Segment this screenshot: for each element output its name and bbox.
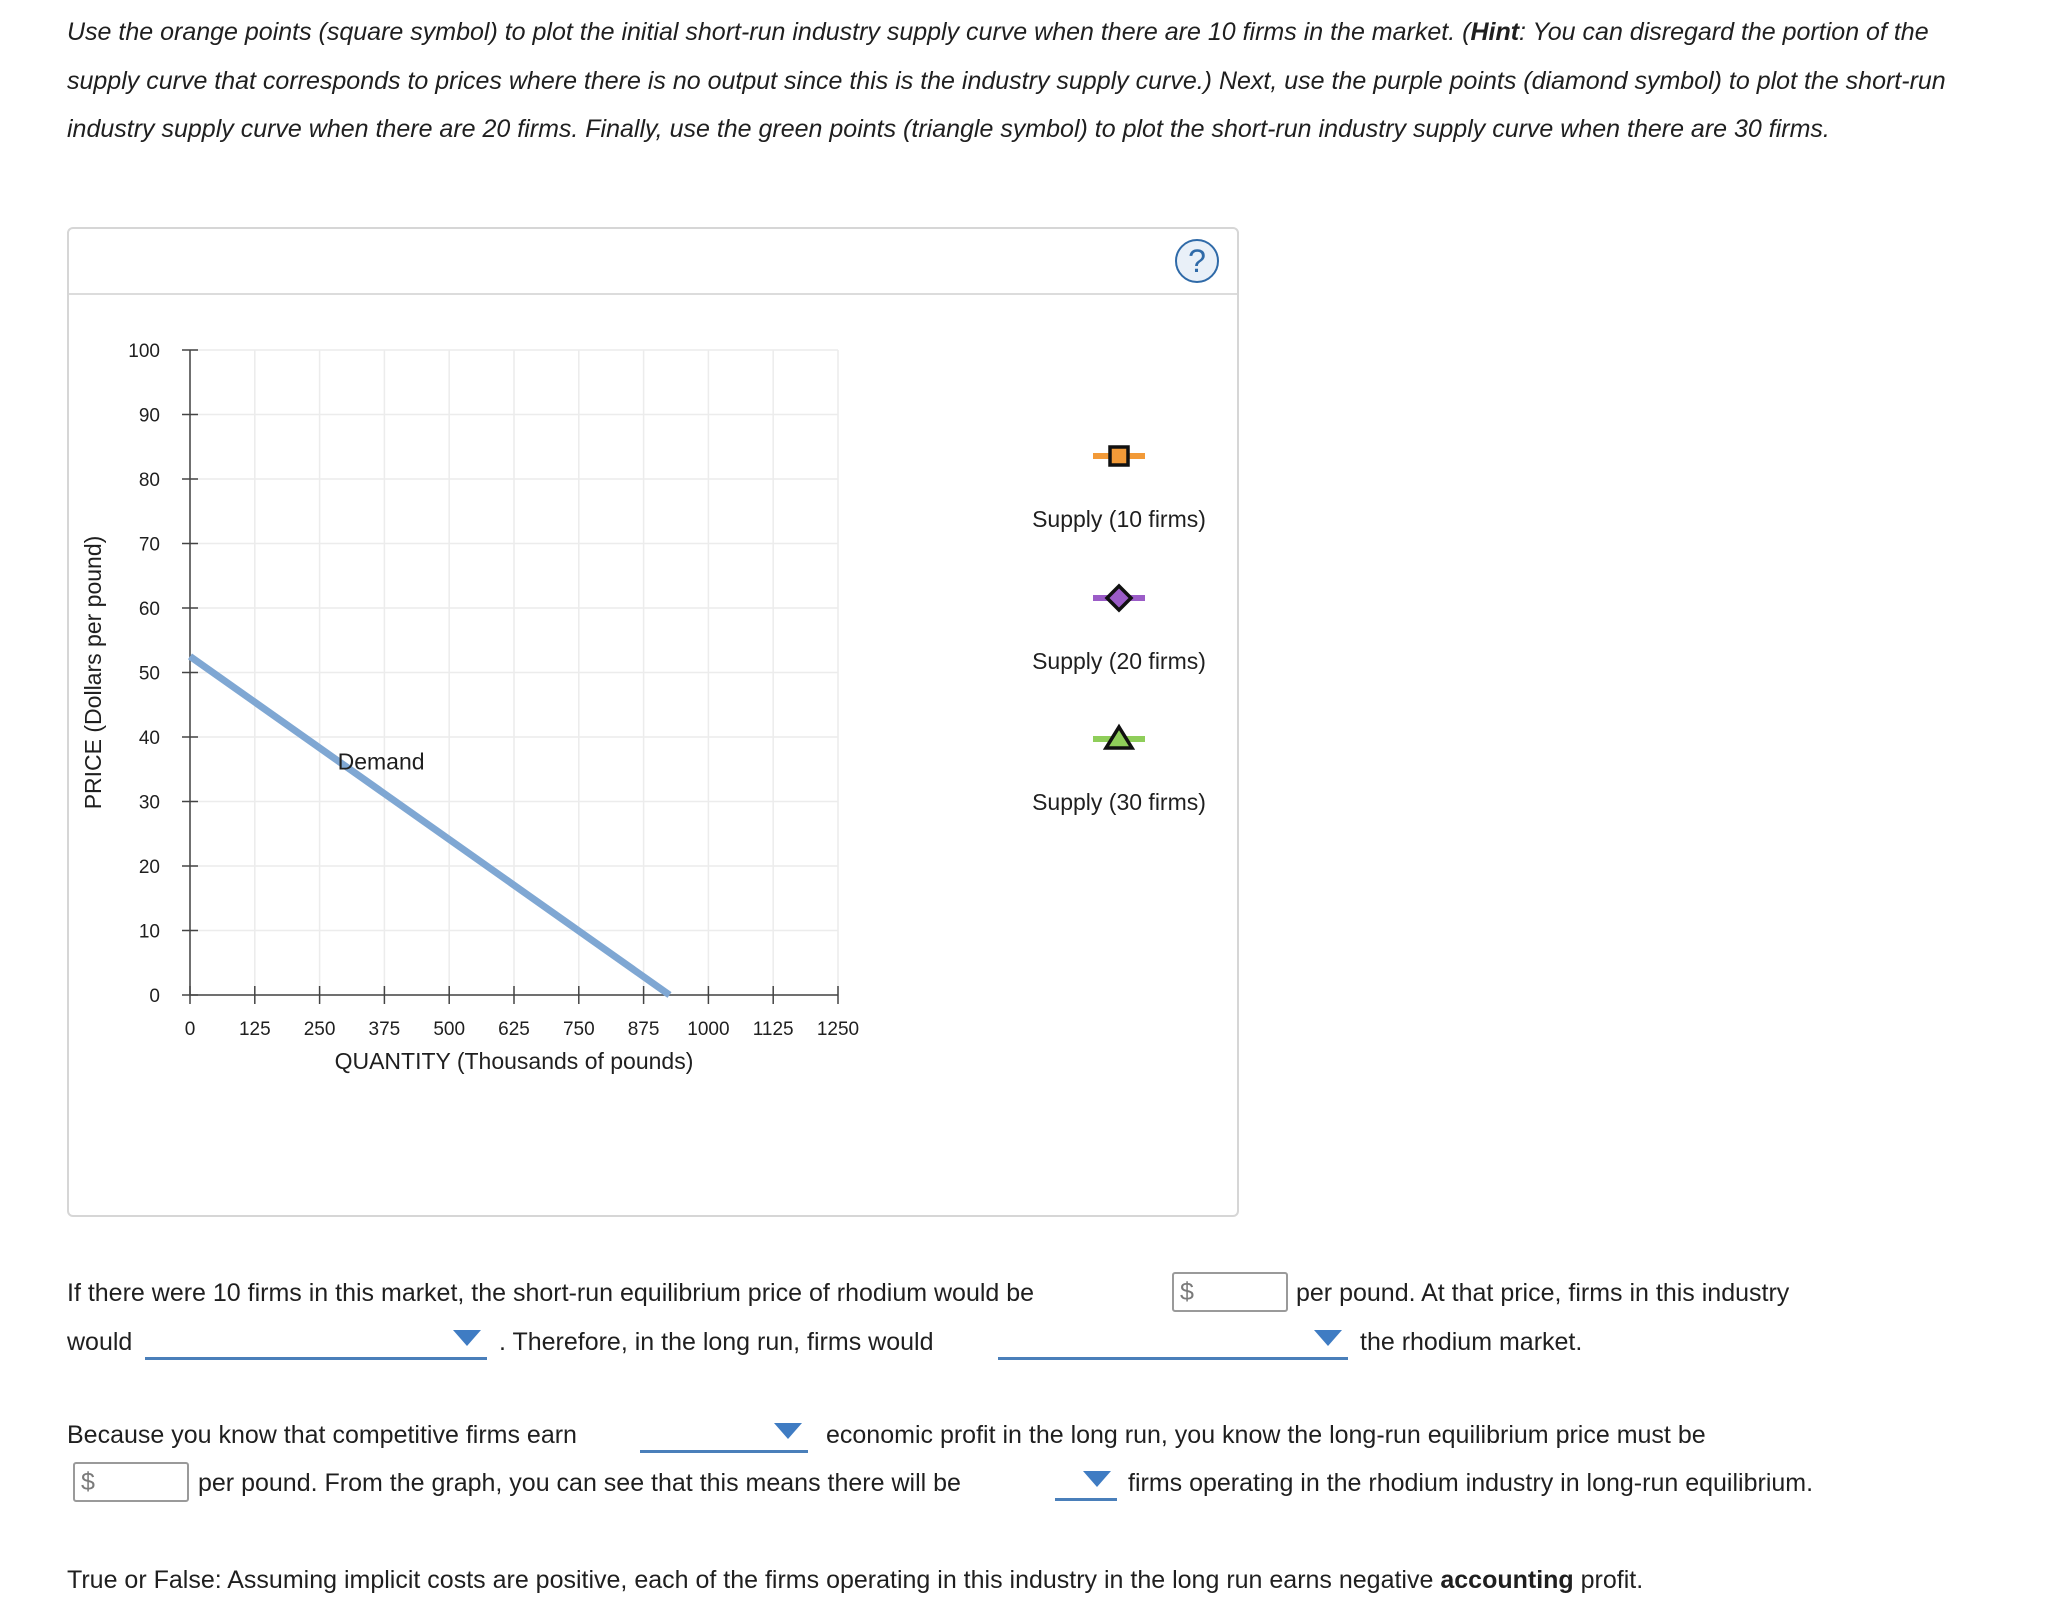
entry-exit-dropdown[interactable] (998, 1320, 1348, 1360)
y-tick-label: 80 (139, 470, 160, 491)
y-tick-label: 10 (139, 922, 160, 943)
q2-text-d: firms operating in the rhodium industry … (1128, 1469, 1814, 1497)
x-tick-label: 500 (433, 1019, 465, 1040)
x-tick-label: 750 (563, 1019, 595, 1040)
help-button[interactable]: ? (1175, 239, 1219, 283)
x-tick-label: 1250 (817, 1019, 859, 1040)
x-tick-label: 250 (304, 1019, 336, 1040)
long-run-price-field[interactable] (94, 1467, 169, 1498)
q2-text-b: economic profit in the long run, you kno… (826, 1421, 1706, 1449)
y-tick-label: 100 (128, 341, 160, 362)
chevron-down-icon (1083, 1471, 1111, 1487)
y-tick-label: 90 (139, 406, 160, 427)
x-tick-label: 1125 (753, 1019, 794, 1040)
graph-panel: ? 0 10 20 30 40 50 60 70 80 90 100 0 125 250 375 500 625… (67, 227, 1239, 1217)
equilibrium-price-input[interactable]: $ (1172, 1272, 1288, 1312)
q2-text-c: per pound. From the graph, you can see t… (198, 1469, 961, 1497)
instructions-text-1: Use the orange points (square symbol) to… (67, 18, 1471, 46)
palette-label-1: Supply (10 firms) (1032, 506, 1206, 532)
q1-text-c: would (67, 1328, 133, 1356)
y-tick-label: 0 (149, 986, 160, 1007)
q1-text-b: per pound. At that price, firms in this … (1296, 1279, 1790, 1307)
demand-curve-label: Demand (338, 748, 425, 774)
triangle-marker-icon[interactable] (1102, 723, 1136, 750)
equilibrium-price-field[interactable] (1193, 1277, 1268, 1308)
palette-label-3: Supply (30 firms) (1032, 789, 1206, 815)
palette-label-2: Supply (20 firms) (1032, 648, 1206, 674)
chevron-down-icon (453, 1330, 481, 1346)
x-tick-label: 875 (628, 1019, 660, 1040)
q3-text: True or False: Assuming implicit costs a… (67, 1556, 1643, 1604)
q3-text-a: True or False: Assuming implicit costs a… (67, 1566, 1434, 1594)
chevron-down-icon (774, 1423, 802, 1439)
hint-label: Hint (1470, 18, 1520, 46)
q1-text-d: . Therefore, in the long run, firms woul… (499, 1328, 934, 1356)
x-tick-label: 125 (239, 1019, 271, 1040)
y-tick-label: 40 (139, 728, 160, 749)
x-axis-label: QUANTITY (Thousands of pounds) (335, 1048, 694, 1074)
y-tick-label: 30 (139, 793, 160, 814)
q1-text-a: If there were 10 firms in this market, t… (67, 1279, 1035, 1307)
number-of-firms-dropdown[interactable] (1055, 1461, 1117, 1501)
dollar-sign: $ (1180, 1278, 1194, 1306)
dollar-sign: $ (81, 1468, 95, 1496)
q1-text-e: the rhodium market. (1360, 1328, 1583, 1356)
x-tick-label: 625 (498, 1019, 530, 1040)
y-axis-label: PRICE (Dollars per pound) (80, 536, 106, 810)
y-tick-label: 70 (139, 535, 160, 556)
y-tick-label: 50 (139, 664, 160, 685)
instructions-text-2: : You can disregard the portion of the s… (67, 18, 1946, 143)
square-marker-icon[interactable] (1108, 445, 1130, 467)
q3-bold-accounting: accounting (1440, 1566, 1574, 1594)
y-tick-label: 20 (139, 857, 160, 878)
chevron-down-icon (1314, 1330, 1342, 1346)
q2-text-a: Because you know that competitive firms … (67, 1421, 577, 1449)
long-run-profit-dropdown[interactable] (640, 1413, 808, 1453)
diamond-marker-icon[interactable] (1104, 583, 1134, 613)
profit-status-dropdown[interactable] (145, 1320, 487, 1360)
instructions: Use the orange points (square symbol) to… (67, 8, 1957, 154)
x-tick-label: 1000 (687, 1019, 729, 1040)
long-run-price-input[interactable]: $ (73, 1462, 189, 1502)
q3-text-b: profit. (1580, 1566, 1644, 1594)
y-tick-label: 60 (139, 599, 160, 620)
x-tick-label: 0 (185, 1019, 196, 1040)
graph-toolbar: ? (69, 229, 1237, 295)
demand-curve[interactable] (187, 653, 672, 998)
x-tick-label: 375 (369, 1019, 401, 1040)
